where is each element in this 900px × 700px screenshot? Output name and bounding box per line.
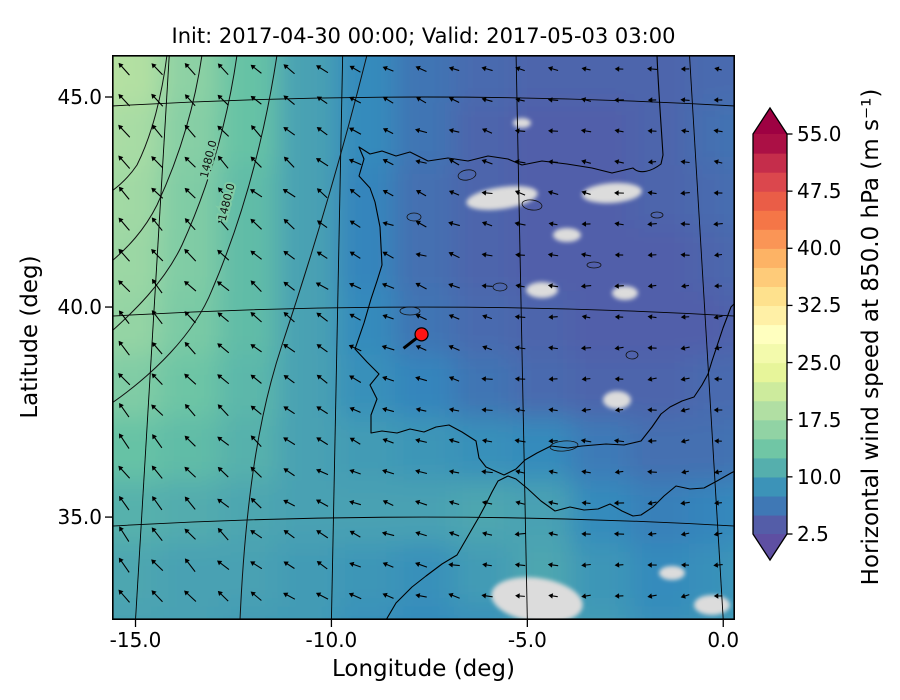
x-tick-label: -15.0 [109,628,162,652]
colorbar-canvas [752,106,793,562]
colorbar-tick-label: 2.5 [797,522,829,546]
wind-vectors-layer [118,62,723,603]
y-axis-label: Latitude (deg) [17,255,43,419]
colorbar-tick-label: 17.5 [797,407,842,432]
x-axis-label: Longitude (deg) [331,656,515,682]
x-tick-label: -10.0 [305,628,358,652]
y-tick-label: 35.0 [57,505,102,530]
x-tick-label: 0.0 [707,628,740,652]
y-tick-label: 40.0 [57,295,102,320]
coastlines [354,55,735,620]
plot-title: Init: 2017-04-30 00:00; Valid: 2017-05-0… [171,24,676,48]
location-marker [402,327,429,350]
geopotential-contours [112,55,664,620]
x-tick-label: -5.0 [507,628,547,652]
colorbar-tick-label: 25.0 [797,350,842,375]
colorbar-tick-label: 47.5 [797,179,842,204]
colorbar [752,106,793,562]
wind-speed-field [112,55,735,620]
colorbar-tick-label: 10.0 [797,464,842,489]
plot-border [112,55,736,621]
colorbar-tick-label: 55.0 [797,122,842,146]
colorbar-tick-label: 40.0 [797,236,842,261]
axis-ticks [105,96,724,627]
map-plot-area: 1480.0 1480.0 [105,55,736,627]
lat-lon-gridlines [112,55,735,620]
colorbar-label: Horizontal wind speed at 850.0 hPa (m s⁻… [858,88,884,586]
y-tick-label: 45.0 [57,85,102,109]
colorbar-tick-label: 32.5 [797,293,842,318]
